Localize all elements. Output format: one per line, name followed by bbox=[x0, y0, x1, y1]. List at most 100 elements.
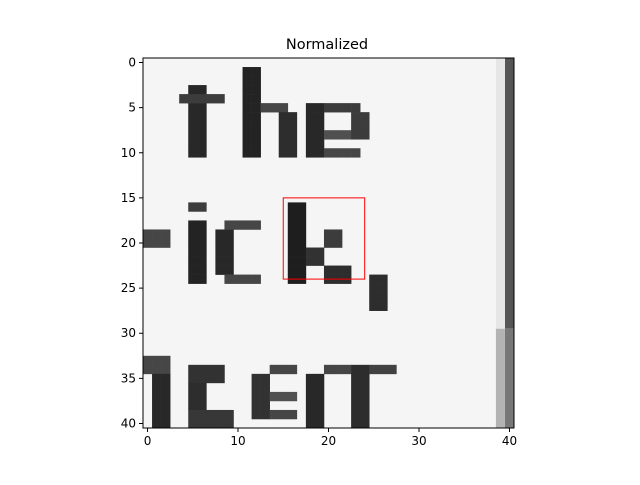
heatmap-cell bbox=[314, 382, 325, 393]
heatmap-cell bbox=[161, 418, 171, 429]
heatmap-cell bbox=[206, 94, 216, 104]
heatmap-cell bbox=[152, 373, 162, 384]
heatmap-cell bbox=[251, 103, 261, 113]
heatmap-cell bbox=[197, 121, 207, 131]
heatmap-cell bbox=[333, 103, 343, 113]
highlight-box bbox=[282, 197, 366, 280]
heatmap-cell bbox=[360, 130, 370, 140]
heatmap-cell bbox=[197, 364, 207, 375]
heatmap-cell bbox=[495, 58, 505, 329]
heatmap-cell bbox=[287, 112, 298, 122]
heatmap-cell bbox=[152, 364, 162, 375]
heatmap-cell bbox=[251, 130, 261, 140]
heatmap-cell bbox=[360, 382, 370, 393]
x-axis: 0 10 20 30 40 bbox=[144, 428, 517, 448]
heatmap-cell bbox=[206, 373, 216, 384]
heatmap-cell bbox=[260, 103, 270, 113]
y-axis: 0 5 10 15 20 25 30 35 40 bbox=[121, 56, 143, 430]
heatmap-cell bbox=[287, 409, 298, 420]
heatmap-cell bbox=[161, 364, 171, 375]
heatmap-cell bbox=[251, 139, 261, 149]
heatmap-cell bbox=[278, 148, 289, 158]
heatmap-cell bbox=[161, 391, 171, 402]
heatmap-cell bbox=[278, 112, 289, 122]
heatmap-cell bbox=[242, 121, 252, 131]
heatmap-cell bbox=[251, 220, 261, 230]
heatmap-cell bbox=[351, 418, 361, 429]
heatmap-cell bbox=[369, 301, 379, 311]
heatmap-cell bbox=[323, 103, 334, 113]
heatmap-cell bbox=[197, 373, 207, 384]
heatmap-cell bbox=[197, 256, 207, 266]
heatmap-cell bbox=[152, 409, 162, 420]
heatmap-cell bbox=[197, 85, 207, 95]
heatmap-cell bbox=[323, 229, 334, 239]
heatmap-cell bbox=[215, 409, 225, 420]
heatmap-cell bbox=[188, 130, 198, 140]
heatmap-cell bbox=[197, 274, 207, 284]
heatmap-cell bbox=[369, 364, 379, 375]
y-tick-label: 30 bbox=[121, 326, 136, 340]
heatmap-cell bbox=[197, 139, 207, 149]
heatmap-cell bbox=[342, 364, 352, 375]
heatmap-cell bbox=[287, 139, 298, 149]
heatmap-cell bbox=[296, 220, 307, 230]
heatmap-cell bbox=[197, 94, 207, 104]
heatmap-cell bbox=[215, 94, 225, 104]
heatmap-cell bbox=[206, 418, 216, 429]
heatmap-cell bbox=[305, 121, 316, 131]
heatmap-cell bbox=[206, 409, 216, 420]
heatmap-cell bbox=[224, 220, 234, 230]
heatmap-cell bbox=[251, 76, 261, 86]
heatmap-cell bbox=[333, 229, 343, 239]
heatmap-cell bbox=[215, 229, 225, 239]
heatmap-cell bbox=[188, 85, 198, 95]
heatmap-cell bbox=[224, 409, 234, 420]
heatmap-cell bbox=[360, 400, 370, 411]
heatmap-cell bbox=[188, 202, 198, 212]
chart-title: Normalized bbox=[286, 37, 368, 53]
heatmap-cell bbox=[242, 67, 252, 77]
heatmap-cell bbox=[152, 391, 162, 402]
heatmap-cell bbox=[305, 391, 316, 402]
heatmap-cell bbox=[351, 103, 361, 113]
heatmap-cell bbox=[188, 139, 198, 149]
image-layer bbox=[143, 58, 514, 429]
heatmap-cell bbox=[251, 400, 261, 411]
heatmap-cell bbox=[351, 364, 361, 375]
heatmap-cell bbox=[197, 391, 207, 402]
heatmap-cell bbox=[296, 238, 307, 248]
heatmap-cell bbox=[242, 148, 252, 158]
heatmap-cell bbox=[143, 238, 153, 248]
heatmap-cell bbox=[197, 103, 207, 113]
heatmap-cell bbox=[161, 355, 171, 366]
heatmap-cell bbox=[188, 112, 198, 122]
heatmap-cell bbox=[351, 391, 361, 402]
heatmap-cell bbox=[360, 373, 370, 384]
heatmap-cell bbox=[152, 418, 162, 429]
heatmap-cell bbox=[323, 238, 334, 248]
heatmap-cell bbox=[323, 148, 334, 158]
heatmap-cell bbox=[314, 139, 325, 149]
heatmap-cell bbox=[333, 148, 343, 158]
heatmap-cell bbox=[378, 283, 388, 293]
heatmap-cell bbox=[360, 391, 370, 402]
heatmap-cell bbox=[369, 283, 379, 293]
heatmap-cell bbox=[215, 373, 225, 384]
heatmap-cell bbox=[305, 103, 316, 113]
heatmap-cell bbox=[269, 103, 280, 113]
heatmap-cell bbox=[305, 256, 316, 266]
heatmap-cell bbox=[351, 382, 361, 393]
heatmap-cell bbox=[369, 274, 379, 284]
heatmap-cell bbox=[188, 238, 198, 248]
heatmap-cell bbox=[296, 265, 307, 275]
heatmap-cell bbox=[314, 112, 325, 122]
heatmap-cell bbox=[251, 409, 261, 420]
y-tick-label: 5 bbox=[128, 101, 136, 115]
heatmap-cell bbox=[188, 373, 198, 384]
heatmap-cell bbox=[296, 202, 307, 212]
heatmap-cell bbox=[251, 274, 261, 284]
heatmap-cell bbox=[260, 400, 270, 411]
heatmap-cell bbox=[197, 229, 207, 239]
heatmap-cell bbox=[197, 409, 207, 420]
